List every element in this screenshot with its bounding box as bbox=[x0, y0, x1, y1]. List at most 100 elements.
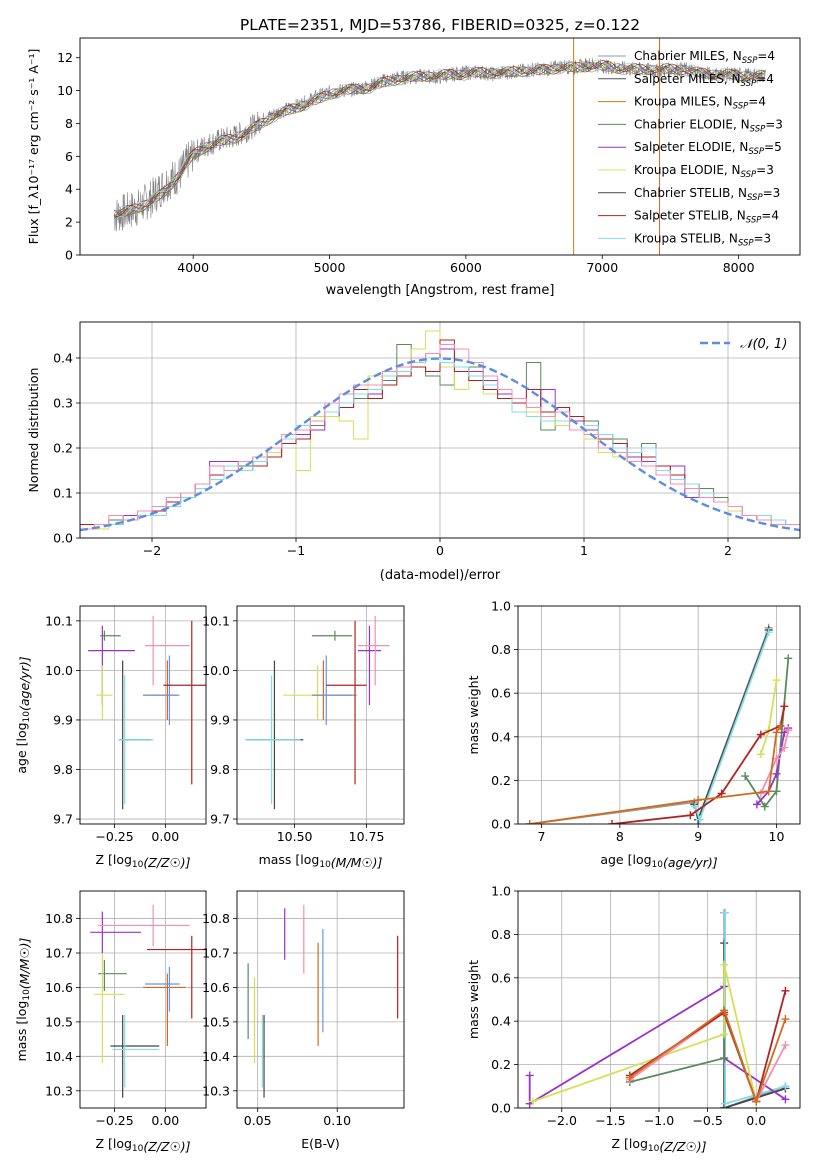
weight-marker bbox=[528, 1097, 537, 1106]
x-tick-label: 0.0 bbox=[746, 1113, 766, 1128]
legend-entry: Kroupa ELODIE, NSSP=3 bbox=[634, 163, 774, 180]
weight-marker bbox=[720, 1030, 729, 1039]
weight-marker bbox=[525, 1071, 534, 1080]
x-axis-label: wavelength [Angstrom, rest frame] bbox=[326, 283, 555, 298]
weight-marker bbox=[772, 676, 781, 685]
x-tick-label: −2 bbox=[143, 543, 161, 558]
plot-area bbox=[237, 891, 404, 1108]
weight-marker bbox=[781, 1082, 790, 1091]
errorbar-point-3 bbox=[98, 959, 127, 991]
y-tick-label: 0.6 bbox=[491, 686, 511, 701]
x-axis-label: (data-model)/error bbox=[380, 568, 501, 583]
y-tick-label: 10.6 bbox=[202, 980, 230, 995]
weight-marker bbox=[784, 726, 793, 735]
y-tick-label: 12 bbox=[57, 50, 73, 65]
gaussian-curve bbox=[80, 357, 800, 532]
y-tick-label: 2 bbox=[65, 215, 73, 230]
x-tick-label: 0 bbox=[436, 543, 444, 558]
x-tick-label: −1.5 bbox=[595, 1113, 625, 1128]
y-axis-label: mass weight bbox=[466, 675, 481, 754]
histogram-step-5 bbox=[80, 344, 800, 538]
weight-line bbox=[759, 679, 778, 755]
x-tick-label: 0.00 bbox=[151, 1113, 179, 1128]
weight-marker bbox=[720, 960, 729, 969]
errorbar-point-3 bbox=[311, 630, 353, 641]
weight-marker bbox=[752, 800, 761, 809]
figure-title: PLATE=2351, MJD=53786, FIBERID=0325, z=0… bbox=[240, 16, 640, 34]
y-tick-label: 10.0 bbox=[45, 663, 73, 678]
weight-marker bbox=[781, 1015, 790, 1024]
x-tick-label: 5000 bbox=[314, 260, 346, 275]
x-axis-label: age [log10(age/yr)] bbox=[600, 852, 717, 870]
weight-line bbox=[532, 964, 758, 1103]
chart-age-vs-Z: −0.25 0.00 9.7 9.8 9.9 10.0 10.1 Z [log10(Z/Z☉)… bbox=[14, 605, 207, 870]
x-tick-label: −0.25 bbox=[95, 1113, 133, 1128]
errorbar-point-6 bbox=[145, 966, 180, 1012]
errorbar-point-7 bbox=[98, 904, 190, 947]
errorbar-point-1 bbox=[118, 675, 154, 805]
errorbar-point-5 bbox=[143, 660, 178, 720]
weight-marker bbox=[691, 802, 700, 811]
y-tick-label: 10 bbox=[57, 83, 73, 98]
weight-series-4 bbox=[756, 676, 781, 759]
weight-series-3 bbox=[741, 654, 793, 811]
x-tick-label: 7 bbox=[538, 829, 546, 844]
x-tick-label: −0.5 bbox=[692, 1113, 722, 1128]
errorbar-point-2 bbox=[88, 625, 135, 706]
y-tick-label: 0.0 bbox=[53, 531, 73, 546]
x-tick-label: −1 bbox=[287, 543, 305, 558]
weight-marker bbox=[752, 1097, 761, 1106]
x-tick-label: 6000 bbox=[450, 260, 482, 275]
chart-residual-hist: −2 −1 0 1 2 0.0 0.1 0.2 0.3 0.4 (data-model)/error… bbox=[26, 321, 801, 583]
y-tick-label: 0.8 bbox=[491, 927, 511, 942]
x-tick-label: 10 bbox=[769, 829, 785, 844]
weight-marker bbox=[772, 728, 781, 737]
axes-frame bbox=[79, 605, 207, 825]
errorbar-point-4 bbox=[96, 665, 113, 720]
weight-series-5 bbox=[528, 960, 761, 1106]
legend: 𝒩(0, 1) bbox=[700, 337, 787, 352]
chart-weight-vs-Z: −2.0 −1.5 −1.0 −0.5 0.0 0.0 0.2 0.4 0.6 0.8 1.0 Z [… bbox=[466, 884, 801, 1154]
weight-series-6 bbox=[756, 726, 793, 798]
errorbar-point-2 bbox=[90, 911, 141, 953]
y-tick-label: 10.0 bbox=[202, 663, 230, 678]
y-tick-label: 1.0 bbox=[491, 884, 511, 899]
y-tick-label: 10.7 bbox=[45, 946, 73, 961]
y-tick-label: 9.7 bbox=[53, 812, 73, 827]
weight-marker bbox=[780, 702, 789, 711]
legend-entry: Chabrier ELODIE, NSSP=3 bbox=[634, 117, 783, 134]
y-tick-label: 4 bbox=[65, 182, 73, 197]
y-tick-label: 0.0 bbox=[491, 1101, 511, 1116]
plot-area bbox=[80, 322, 800, 538]
y-tick-label: 0.2 bbox=[491, 773, 511, 788]
weight-series-1 bbox=[720, 939, 790, 1108]
plot-area bbox=[237, 606, 404, 824]
weight-marker bbox=[756, 750, 765, 759]
y-tick-label: 10.7 bbox=[202, 946, 230, 961]
weight-marker bbox=[720, 939, 729, 948]
y-tick-label: 1.0 bbox=[491, 599, 511, 614]
model-line-5 bbox=[113, 61, 766, 217]
weight-marker bbox=[695, 815, 704, 824]
errorbar-point-1 bbox=[245, 675, 301, 805]
y-axis-label: mass [log10(M/M☉)] bbox=[14, 937, 32, 1061]
chart-weight-vs-age: 7 8 9 10 0.0 0.2 0.4 0.6 0.8 1.0 age [log10(age/yr… bbox=[466, 599, 801, 870]
weight-series-0 bbox=[525, 623, 773, 824]
y-tick-label: 0.4 bbox=[491, 1014, 511, 1029]
weight-series-2 bbox=[721, 908, 790, 1108]
weight-marker bbox=[772, 769, 781, 778]
weight-marker bbox=[625, 1073, 634, 1082]
x-axis-label: Z [log10(Z/Z☉)] bbox=[611, 1136, 706, 1154]
y-tick-label: 10.4 bbox=[45, 1049, 73, 1064]
y-tick-label: 9.9 bbox=[210, 712, 230, 727]
errorbar-point-8 bbox=[326, 620, 367, 785]
errorbar-point-5 bbox=[143, 973, 186, 1046]
weight-series-0 bbox=[720, 908, 790, 1108]
weight-marker bbox=[720, 1006, 729, 1015]
plot-area bbox=[80, 606, 206, 824]
y-tick-label: 8 bbox=[65, 116, 73, 131]
plot-area bbox=[80, 891, 206, 1108]
model-line-3 bbox=[113, 61, 766, 216]
weight-line bbox=[759, 730, 790, 794]
